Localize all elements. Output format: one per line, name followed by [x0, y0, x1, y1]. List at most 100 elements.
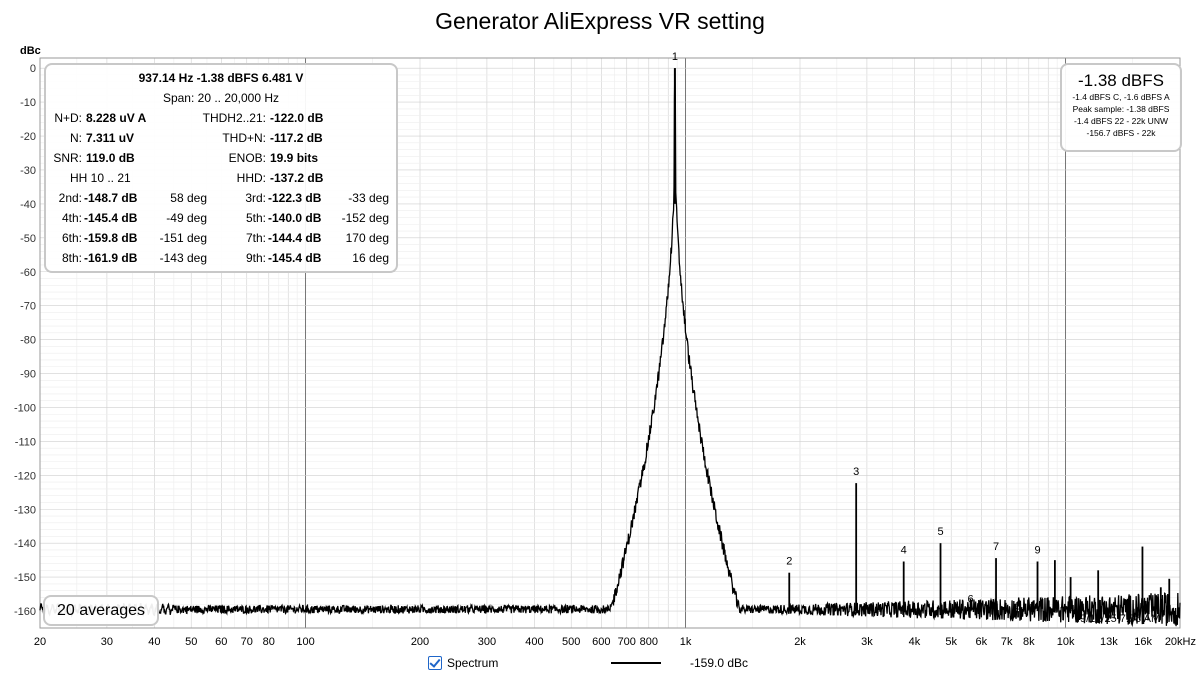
harmonic-value: -159.8 dB [84, 231, 138, 245]
harmonic-phase: 58 deg [170, 191, 207, 205]
x-tick-label: 5k [945, 636, 957, 648]
harmonic-label: 4 [901, 545, 907, 557]
x-tick-label: 800 [640, 636, 658, 648]
harmonic-value: -122.3 dB [268, 191, 322, 205]
x-tick-label: 3k [861, 636, 873, 648]
y-tick-label: -70 [20, 301, 36, 313]
harmonic-label: 3rd: [245, 191, 266, 205]
harmonic-phase: -33 deg [348, 191, 389, 205]
level-line: -1.4 dBFS C, -1.6 dBFS A [1072, 92, 1170, 102]
y-tick-label: -80 [20, 335, 36, 347]
y-axis-label: dBc [20, 45, 41, 57]
x-tick-label: 40 [148, 636, 160, 648]
level-line: Peak sample: -1.38 dBFS [1072, 104, 1170, 114]
harmonic-row: 6th: -159.8 dB -151 deg 7th: -144.4 dB 1… [46, 229, 396, 247]
harmonic-label: 3 [853, 466, 859, 478]
stat-label: HHD: [236, 171, 266, 185]
harmonic-label: 2 [786, 556, 792, 568]
stats-row: SNR: 119.0 dB ENOB: 19.9 bits [46, 149, 396, 167]
y-tick-label: -130 [14, 504, 36, 516]
harmonic-row: 4th: -145.4 dB -49 deg 5th: -140.0 dB -1… [46, 209, 396, 227]
harmonic-label: 8 [1015, 600, 1021, 612]
stat-value: -117.2 dB [270, 131, 323, 145]
stats-row: HH 10 .. 21 HHD: -137.2 dB [46, 169, 396, 187]
x-tick-label: 60 [215, 636, 227, 648]
harmonic-label: 2nd: [58, 191, 82, 205]
spectrum-series [39, 68, 1181, 628]
x-tick-label: 7k [1001, 636, 1013, 648]
harmonic-label: 9 [1034, 545, 1040, 557]
x-tick-label: 500 [562, 636, 580, 648]
y-tick-label: -50 [20, 233, 36, 245]
y-tick-label: -110 [15, 436, 36, 448]
x-tick-label: 300 [478, 636, 496, 648]
stat-value: 19.9 bits [270, 151, 319, 165]
harmonic-label: 1 [672, 51, 678, 63]
chart-title: Generator AliExpress VR setting [435, 8, 765, 34]
stat-label: HH 10 .. 21 [70, 171, 131, 185]
y-tick-label: -150 [14, 572, 36, 584]
x-tick-label: 6k [975, 636, 987, 648]
x-tick-label: 400 [525, 636, 543, 648]
legend-line-swatch [611, 662, 661, 664]
averages-badge[interactable]: 20 averages [43, 595, 159, 626]
x-tick-label: 50 [185, 636, 197, 648]
y-tick-label: -100 [14, 402, 36, 414]
stat-value: -122.0 dB [270, 111, 324, 125]
x-tick-label: 2k [794, 636, 806, 648]
harmonic-value: -145.4 dB [84, 211, 138, 225]
harmonic-row: 2nd: -148.7 dB 58 deg 3rd: -122.3 dB -33… [46, 189, 396, 207]
harmonic-label: 7th: [245, 231, 266, 245]
stat-value: 119.0 dB [86, 151, 135, 165]
stat-label: THD+N: [222, 131, 266, 145]
legend: Spectrum -159.0 dBc [0, 652, 1200, 672]
harmonic-phase: 170 deg [345, 231, 389, 245]
x-axis-ticks: 20 30 40 50 60 70 80 100 200 300 400 500 600 700 800 1k… [34, 636, 1196, 648]
x-tick-label: 13k [1100, 636, 1118, 648]
harmonic-label: 8th: [61, 251, 82, 265]
x-tick-label: 100 [296, 636, 314, 648]
x-tick-label: 20kHz [1165, 636, 1196, 648]
x-tick-label: 1k [680, 636, 692, 648]
y-tick-label: -60 [20, 267, 36, 279]
harmonic-label: 6 [968, 593, 974, 605]
harmonic-value: -161.9 dB [84, 251, 138, 265]
stat-label: N: [70, 131, 82, 145]
x-tick-label: 8k [1023, 636, 1035, 648]
harmonic-value: -140.0 dB [268, 211, 322, 225]
harmonic-phase: -49 deg [166, 211, 207, 225]
level-panel[interactable]: -1.38 dBFS -1.4 dBFS C, -1.6 dBFS A Peak… [1060, 63, 1182, 152]
y-tick-label: -120 [14, 470, 36, 482]
stats-panel[interactable]: 937.14 Hz -1.38 dBFS 6.481 V Span: 20 ..… [44, 63, 398, 273]
stats-row: N: 7.311 uV THD+N: -117.2 dB [46, 129, 396, 147]
y-tick-label: -160 [14, 606, 36, 618]
stats-header-line2: Span: 20 .. 20,000 Hz [162, 91, 280, 105]
legend-series-label[interactable]: Spectrum [447, 656, 499, 670]
stats-row: N+D: 8.228 uV A THDH2..21: -122.0 dB [46, 109, 396, 127]
legend-value: -159.0 dBc [690, 656, 749, 670]
plot-border [39, 57, 1181, 629]
harmonic-labels: 1 2 3 4 5 6 7 8 9 [672, 51, 1041, 612]
y-tick-label: -20 [20, 131, 36, 143]
y-axis-ticks: 0 -10 -20 -30 -40 -50 -60 -70 -80 -90 -100 -110 -120… [14, 63, 36, 618]
harmonic-row: 8th: -161.9 dB -143 deg 9th: -145.4 dB 1… [46, 249, 396, 267]
harmonic-value: -145.4 dB [268, 251, 322, 265]
spectrum-checkbox[interactable] [428, 656, 442, 670]
x-tick-label: 700 [618, 636, 636, 648]
y-tick-label: -40 [20, 199, 36, 211]
stat-label: SNR: [53, 151, 82, 165]
harmonic-label: 4th: [61, 211, 82, 225]
x-tick-label: 70 [241, 636, 253, 648]
y-tick-label: -90 [20, 369, 36, 381]
timestamp: 9/12/25 7:38 AM [1080, 613, 1161, 625]
y-tick-label: -30 [20, 165, 36, 177]
harmonic-label: 5 [937, 526, 943, 538]
stat-value: -137.2 dB [270, 171, 324, 185]
stat-label: ENOB: [228, 151, 266, 165]
x-tick-label: 16k [1134, 636, 1152, 648]
harmonic-phase: 16 deg [352, 251, 389, 265]
stat-label: N+D: [54, 111, 82, 125]
harmonic-phase: -151 deg [159, 231, 207, 245]
x-tick-label: 600 [592, 636, 610, 648]
level-line: -1.4 dBFS 22 - 22k UNW [1073, 116, 1168, 126]
